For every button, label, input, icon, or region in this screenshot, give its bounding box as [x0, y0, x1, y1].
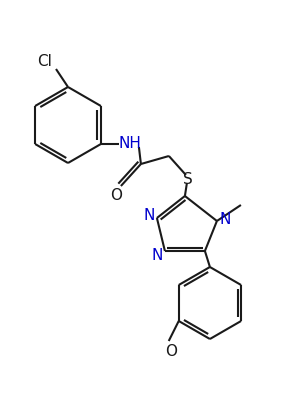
Text: O: O [165, 345, 177, 360]
Text: Cl: Cl [37, 54, 53, 69]
Text: O: O [110, 189, 122, 204]
Text: N: N [151, 247, 162, 262]
Text: N: N [143, 208, 155, 224]
Text: N: N [219, 212, 231, 227]
Text: NH: NH [118, 137, 141, 152]
Text: S: S [183, 173, 193, 187]
